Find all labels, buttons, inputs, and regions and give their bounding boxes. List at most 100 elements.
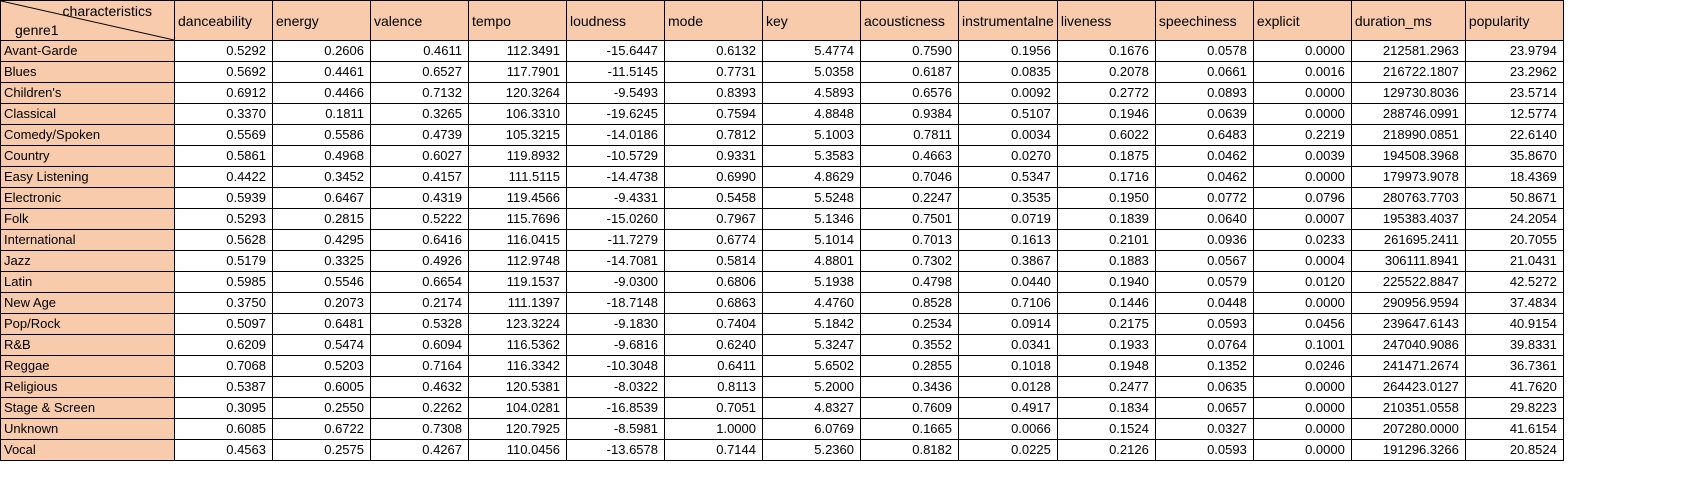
value-cell[interactable]: 0.0835 — [958, 61, 1058, 83]
value-cell[interactable]: 0.7609 — [860, 397, 959, 419]
value-cell[interactable]: 0.2606 — [272, 40, 371, 62]
value-cell[interactable]: 0.2815 — [272, 208, 371, 230]
value-cell[interactable]: 110.0456 — [468, 439, 567, 461]
value-cell[interactable]: 0.4632 — [370, 376, 469, 398]
column-header-instrumentalne[interactable]: instrumentalne — [958, 0, 1058, 41]
value-cell[interactable]: 0.1839 — [1056, 208, 1156, 230]
value-cell[interactable]: 0.0448 — [1154, 292, 1254, 314]
value-cell[interactable]: 0.6990 — [664, 166, 763, 188]
value-cell[interactable]: 0.0225 — [958, 439, 1058, 461]
value-cell[interactable]: 0.0000 — [1252, 397, 1352, 419]
value-cell[interactable]: 0.2247 — [860, 187, 959, 209]
value-cell[interactable]: 290956.9594 — [1350, 292, 1466, 314]
genre-cell[interactable]: International — [0, 229, 175, 251]
value-cell[interactable]: -11.7279 — [566, 229, 665, 251]
value-cell[interactable]: 0.1613 — [958, 229, 1058, 251]
value-cell[interactable]: 0.0120 — [1252, 271, 1352, 293]
value-cell[interactable]: 24.2054 — [1464, 208, 1564, 230]
value-cell[interactable]: 0.1446 — [1056, 292, 1156, 314]
value-cell[interactable]: -9.5493 — [566, 82, 665, 104]
value-cell[interactable]: 0.7590 — [860, 40, 959, 62]
value-cell[interactable]: 0.6132 — [664, 40, 763, 62]
value-cell[interactable]: 0.6483 — [1154, 124, 1254, 146]
value-cell[interactable]: 0.4968 — [272, 145, 371, 167]
value-cell[interactable]: 0.7501 — [860, 208, 959, 230]
value-cell[interactable]: 0.5347 — [958, 166, 1058, 188]
value-cell[interactable]: 0.0462 — [1154, 145, 1254, 167]
value-cell[interactable]: 216722.1807 — [1350, 61, 1466, 83]
value-cell[interactable]: 120.3264 — [468, 82, 567, 104]
column-header-energy[interactable]: energy — [272, 0, 371, 41]
genre-cell[interactable]: Children's — [0, 82, 175, 104]
value-cell[interactable]: 0.0000 — [1252, 82, 1352, 104]
column-header-acousticness[interactable]: acousticness — [860, 0, 959, 41]
value-cell[interactable]: 0.5328 — [370, 313, 469, 335]
column-header-duration-ms[interactable]: duration_ms — [1350, 0, 1466, 41]
value-cell[interactable]: 191296.3266 — [1350, 439, 1466, 461]
value-cell[interactable]: 0.5814 — [664, 250, 763, 272]
value-cell[interactable]: -15.0260 — [566, 208, 665, 230]
value-cell[interactable]: 0.9331 — [664, 145, 763, 167]
value-cell[interactable]: 0.4926 — [370, 250, 469, 272]
value-cell[interactable]: 5.2360 — [762, 439, 861, 461]
value-cell[interactable]: 5.6502 — [762, 355, 861, 377]
value-cell[interactable]: 119.8932 — [468, 145, 567, 167]
value-cell[interactable]: 112.9748 — [468, 250, 567, 272]
value-cell[interactable]: 0.7144 — [664, 439, 763, 461]
value-cell[interactable]: 0.7812 — [664, 124, 763, 146]
value-cell[interactable]: 0.5546 — [272, 271, 371, 293]
value-cell[interactable]: 0.3535 — [958, 187, 1058, 209]
value-cell[interactable]: 35.8670 — [1464, 145, 1564, 167]
value-cell[interactable]: 0.2073 — [272, 292, 371, 314]
value-cell[interactable]: 5.4774 — [762, 40, 861, 62]
value-cell[interactable]: 0.0639 — [1154, 103, 1254, 125]
value-cell[interactable]: 0.0128 — [958, 376, 1058, 398]
value-cell[interactable]: 0.0246 — [1252, 355, 1352, 377]
value-cell[interactable]: 0.6209 — [174, 334, 273, 356]
value-cell[interactable]: 0.5939 — [174, 187, 273, 209]
value-cell[interactable]: 0.1933 — [1056, 334, 1156, 356]
genre-cell[interactable]: New Age — [0, 292, 175, 314]
genre-cell[interactable]: Pop/Rock — [0, 313, 175, 335]
value-cell[interactable]: 0.5222 — [370, 208, 469, 230]
value-cell[interactable]: 241471.2674 — [1350, 355, 1466, 377]
value-cell[interactable]: 23.9794 — [1464, 40, 1564, 62]
value-cell[interactable]: 0.7594 — [664, 103, 763, 125]
value-cell[interactable]: 0.6654 — [370, 271, 469, 293]
value-cell[interactable]: 0.2550 — [272, 397, 371, 419]
value-cell[interactable]: -9.1830 — [566, 313, 665, 335]
value-cell[interactable]: 0.0462 — [1154, 166, 1254, 188]
value-cell[interactable]: 4.8327 — [762, 397, 861, 419]
value-cell[interactable]: 0.8182 — [860, 439, 959, 461]
value-cell[interactable]: 0.1883 — [1056, 250, 1156, 272]
value-cell[interactable]: 0.1001 — [1252, 334, 1352, 356]
value-cell[interactable]: 0.3552 — [860, 334, 959, 356]
value-cell[interactable]: 0.5293 — [174, 208, 273, 230]
value-cell[interactable]: 117.7901 — [468, 61, 567, 83]
value-cell[interactable]: 0.7404 — [664, 313, 763, 335]
value-cell[interactable]: 0.6481 — [272, 313, 371, 335]
value-cell[interactable]: 0.1948 — [1056, 355, 1156, 377]
value-cell[interactable]: 0.0270 — [958, 145, 1058, 167]
value-cell[interactable]: 0.6806 — [664, 271, 763, 293]
value-cell[interactable]: 0.4422 — [174, 166, 273, 188]
value-cell[interactable]: 0.0640 — [1154, 208, 1254, 230]
value-cell[interactable]: 0.6416 — [370, 229, 469, 251]
genre-cell[interactable]: Classical — [0, 103, 175, 125]
value-cell[interactable]: 4.8629 — [762, 166, 861, 188]
value-cell[interactable]: -14.0186 — [566, 124, 665, 146]
value-cell[interactable]: -10.5729 — [566, 145, 665, 167]
value-cell[interactable]: 0.0000 — [1252, 103, 1352, 125]
genre-cell[interactable]: Easy Listening — [0, 166, 175, 188]
value-cell[interactable]: 0.7046 — [860, 166, 959, 188]
value-cell[interactable]: 0.6411 — [664, 355, 763, 377]
value-cell[interactable]: 225522.8847 — [1350, 271, 1466, 293]
value-cell[interactable]: 0.6863 — [664, 292, 763, 314]
value-cell[interactable]: 0.9384 — [860, 103, 959, 125]
value-cell[interactable]: 207280.0000 — [1350, 418, 1466, 440]
value-cell[interactable]: 210351.0558 — [1350, 397, 1466, 419]
column-header-popularity[interactable]: popularity — [1464, 0, 1564, 41]
value-cell[interactable]: 22.6140 — [1464, 124, 1564, 146]
column-header-loudness[interactable]: loudness — [566, 0, 665, 41]
genre-cell[interactable]: Folk — [0, 208, 175, 230]
